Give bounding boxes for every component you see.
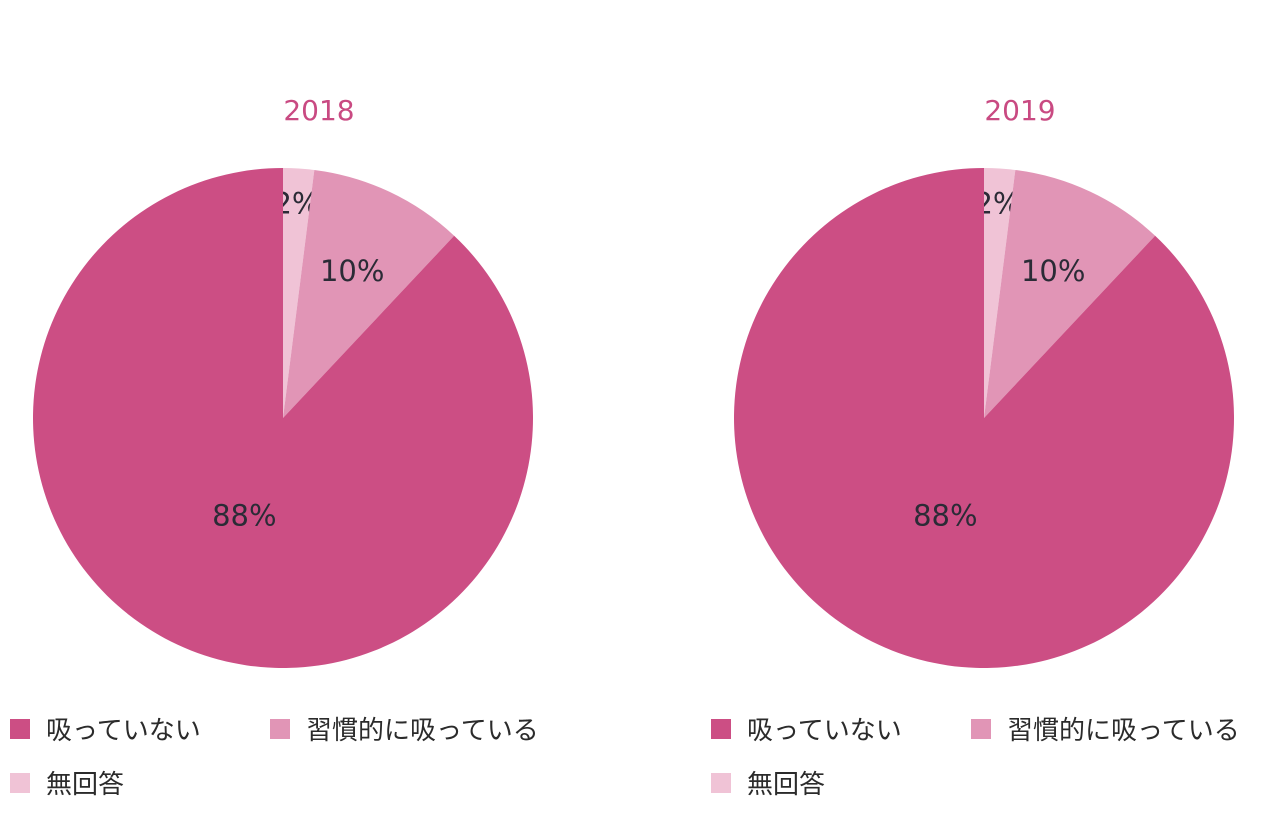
pie-chart-2019: 2019 2% 10% 88% 吸っていない 習慣的に吸っている 無回答 <box>701 0 1276 840</box>
legend-label: 習慣的に吸っている <box>1007 716 1240 746</box>
chart-title: 2019 <box>984 94 1056 127</box>
slice-data-label: 10% <box>320 254 384 288</box>
legend-label: 吸っていない <box>747 716 902 746</box>
pie-slice <box>734 168 1234 669</box>
chart-title: 2018 <box>283 94 355 127</box>
slice-data-label: 88% <box>212 499 276 533</box>
legend-item-not-smoking: 吸っていない <box>711 710 902 747</box>
legend-swatch <box>10 772 30 793</box>
legend-label: 吸っていない <box>46 716 201 746</box>
legend-label: 無回答 <box>747 770 826 800</box>
legend-label: 無回答 <box>46 770 125 800</box>
legend-swatch <box>971 718 991 739</box>
legend-item-habitual: 習慣的に吸っている <box>270 710 539 747</box>
legend-swatch <box>711 718 731 739</box>
pie-svg: 2%10%88% <box>33 168 534 669</box>
legend-label: 習慣的に吸っている <box>306 716 539 746</box>
legend-item-habitual: 習慣的に吸っている <box>971 710 1240 747</box>
pie-slice <box>283 169 455 418</box>
slice-data-label: 10% <box>1021 254 1085 288</box>
slice-data-label: 88% <box>913 499 977 533</box>
pie-slice <box>33 168 534 669</box>
pie-chart-2018: 2018 2% 10% 88% 吸っていない 習慣的に吸っている 無回答 <box>10 94 539 801</box>
legend-item-no-answer: 無回答 <box>10 764 124 801</box>
legend-item-not-smoking: 吸っていない <box>10 710 201 747</box>
pie-slice <box>984 168 1016 418</box>
pie-slice <box>283 168 315 418</box>
legend-swatch <box>711 772 731 793</box>
legend-swatch <box>10 718 30 739</box>
legend-item-no-answer: 無回答 <box>711 764 825 801</box>
pie-slice <box>984 169 1156 418</box>
pie-svg: 2%10%88% <box>734 168 1234 669</box>
legend-swatch <box>270 718 290 739</box>
